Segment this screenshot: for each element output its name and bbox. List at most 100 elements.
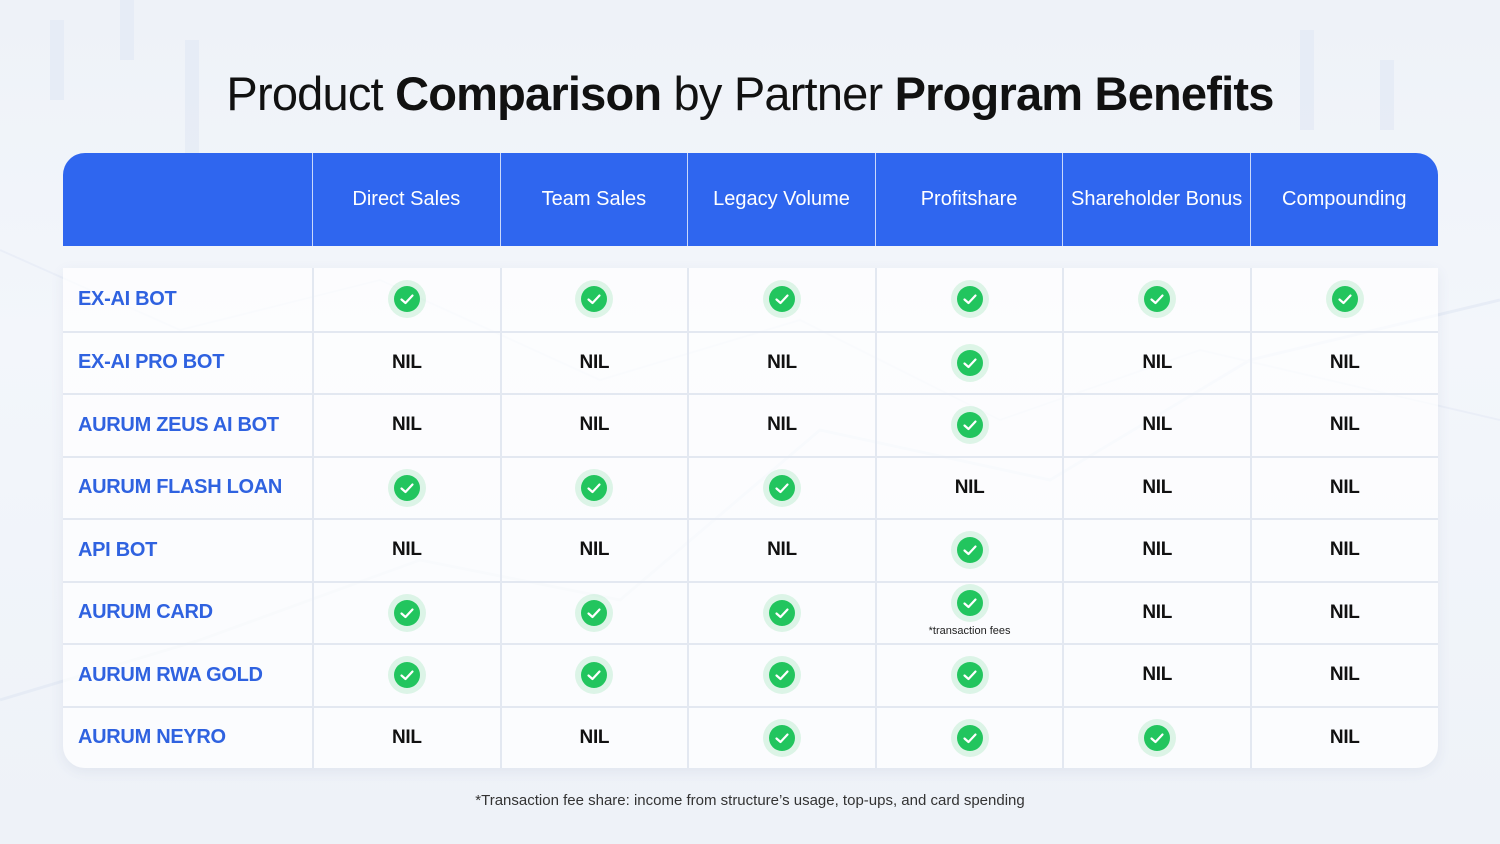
table-cell: NIL — [312, 395, 500, 456]
check-icon — [762, 656, 801, 695]
check-icon — [762, 468, 801, 507]
check-icon — [387, 656, 426, 695]
nil-label: NIL — [1142, 414, 1173, 436]
table-row: EX-AI BOT — [63, 268, 1438, 331]
check-icon — [575, 468, 614, 507]
table-row: EX-AI PRO BOT NIL NIL NIL NIL NIL — [63, 330, 1438, 393]
title-segment: Program Benefits — [894, 67, 1275, 120]
column-header: Profitshare — [874, 153, 1063, 246]
nil-label: NIL — [579, 351, 610, 373]
table-cell — [499, 268, 688, 331]
table-row: API BOT NIL NIL NIL NIL NIL — [63, 518, 1438, 581]
table-cell: NIL — [1062, 395, 1250, 456]
table-cell — [687, 457, 875, 518]
nil-label: NIL — [767, 351, 797, 373]
product-name: EX-AI PRO BOT — [78, 351, 225, 374]
comparison-table-body: EX-AI BOT EX-AI PRO BOT NIL NIL NIL NIL NIL AUR… — [63, 268, 1438, 768]
check-icon — [950, 531, 989, 570]
nil-label: NIL — [767, 414, 797, 436]
table-cell: NIL — [1062, 645, 1250, 706]
table-row: AURUM CARD *transaction fees NIL NIL — [63, 580, 1438, 643]
nil-label: NIL — [579, 539, 610, 561]
table-cell — [687, 582, 875, 643]
table-cell — [312, 268, 500, 331]
nil-label: NIL — [391, 539, 422, 561]
check-icon — [575, 593, 614, 632]
nil-label: NIL — [579, 414, 610, 436]
table-cell — [499, 457, 688, 518]
check-icon — [950, 718, 989, 757]
table-cell: NIL — [1249, 520, 1438, 581]
check-icon — [762, 718, 801, 757]
table-row: AURUM RWA GOLD NIL NIL — [63, 643, 1438, 706]
column-header: Direct Sales — [312, 153, 500, 246]
nil-label: NIL — [1329, 601, 1360, 623]
table-cell — [1249, 268, 1438, 331]
nil-label: NIL — [1142, 476, 1173, 498]
title-segment: by Partner — [661, 67, 895, 120]
table-cell — [687, 645, 875, 706]
nil-label: NIL — [1142, 539, 1173, 561]
check-icon — [950, 583, 989, 622]
nil-label: NIL — [391, 351, 422, 373]
nil-label: NIL — [391, 414, 422, 436]
table-cell: NIL — [1249, 457, 1438, 518]
table-cell: NIL — [1249, 332, 1438, 393]
product-name: AURUM ZEUS AI BOT — [78, 413, 279, 436]
table-cell — [499, 582, 688, 643]
product-name: API BOT — [78, 538, 158, 561]
table-cell: NIL — [874, 457, 1063, 518]
nil-label: NIL — [1329, 351, 1360, 373]
table-cell: NIL — [312, 332, 500, 393]
check-icon — [762, 593, 801, 632]
check-icon — [387, 280, 426, 319]
table-cell: *transaction fees — [874, 582, 1063, 643]
check-icon — [950, 656, 989, 695]
footnote: *Transaction fee share: income from stru… — [475, 792, 1025, 809]
table-row: AURUM NEYRO NIL NIL NIL — [63, 705, 1438, 768]
column-header: Legacy Volume — [687, 153, 875, 246]
nil-label: NIL — [1329, 539, 1360, 561]
check-icon — [1325, 280, 1364, 319]
table-cell: NIL — [312, 707, 500, 768]
table-header: Direct Sales Team Sales Legacy Volume Profi… — [63, 153, 1438, 246]
table-cell — [312, 582, 500, 643]
table-cell — [874, 395, 1063, 456]
table-cell: NIL — [1249, 707, 1438, 768]
nil-label: NIL — [1329, 726, 1360, 748]
table-cell — [312, 457, 500, 518]
check-icon — [575, 280, 614, 319]
table-cell — [499, 645, 688, 706]
nil-label: NIL — [1142, 664, 1173, 686]
table-cell: NIL — [1249, 582, 1438, 643]
check-icon — [950, 343, 989, 382]
cell-note: *transaction fees — [928, 625, 1011, 637]
title-segment: Comparison — [395, 67, 662, 120]
table-cell: NIL — [1062, 520, 1250, 581]
header-corner-cell — [63, 153, 312, 246]
table-cell: NIL — [687, 395, 875, 456]
table-cell: NIL — [1249, 395, 1438, 456]
table-cell: NIL — [499, 707, 688, 768]
table-cell: NIL — [1062, 332, 1250, 393]
check-icon — [1138, 718, 1177, 757]
check-icon — [387, 468, 426, 507]
check-icon — [575, 656, 614, 695]
nil-label: NIL — [1329, 664, 1360, 686]
product-name: AURUM RWA GOLD — [78, 663, 263, 686]
table-cell — [874, 645, 1063, 706]
nil-label: NIL — [1142, 351, 1173, 373]
table-cell — [687, 268, 875, 331]
table-cell — [312, 645, 500, 706]
product-name: AURUM CARD — [78, 601, 213, 624]
table-cell — [874, 520, 1063, 581]
table-cell — [687, 707, 875, 768]
check-icon — [950, 280, 989, 319]
check-icon — [950, 406, 989, 445]
nil-label: NIL — [1142, 601, 1173, 623]
column-header: Shareholder Bonus — [1062, 153, 1250, 246]
table-cell — [874, 707, 1063, 768]
table-cell: NIL — [1062, 457, 1250, 518]
nil-label: NIL — [767, 539, 797, 561]
table-cell: NIL — [499, 332, 688, 393]
